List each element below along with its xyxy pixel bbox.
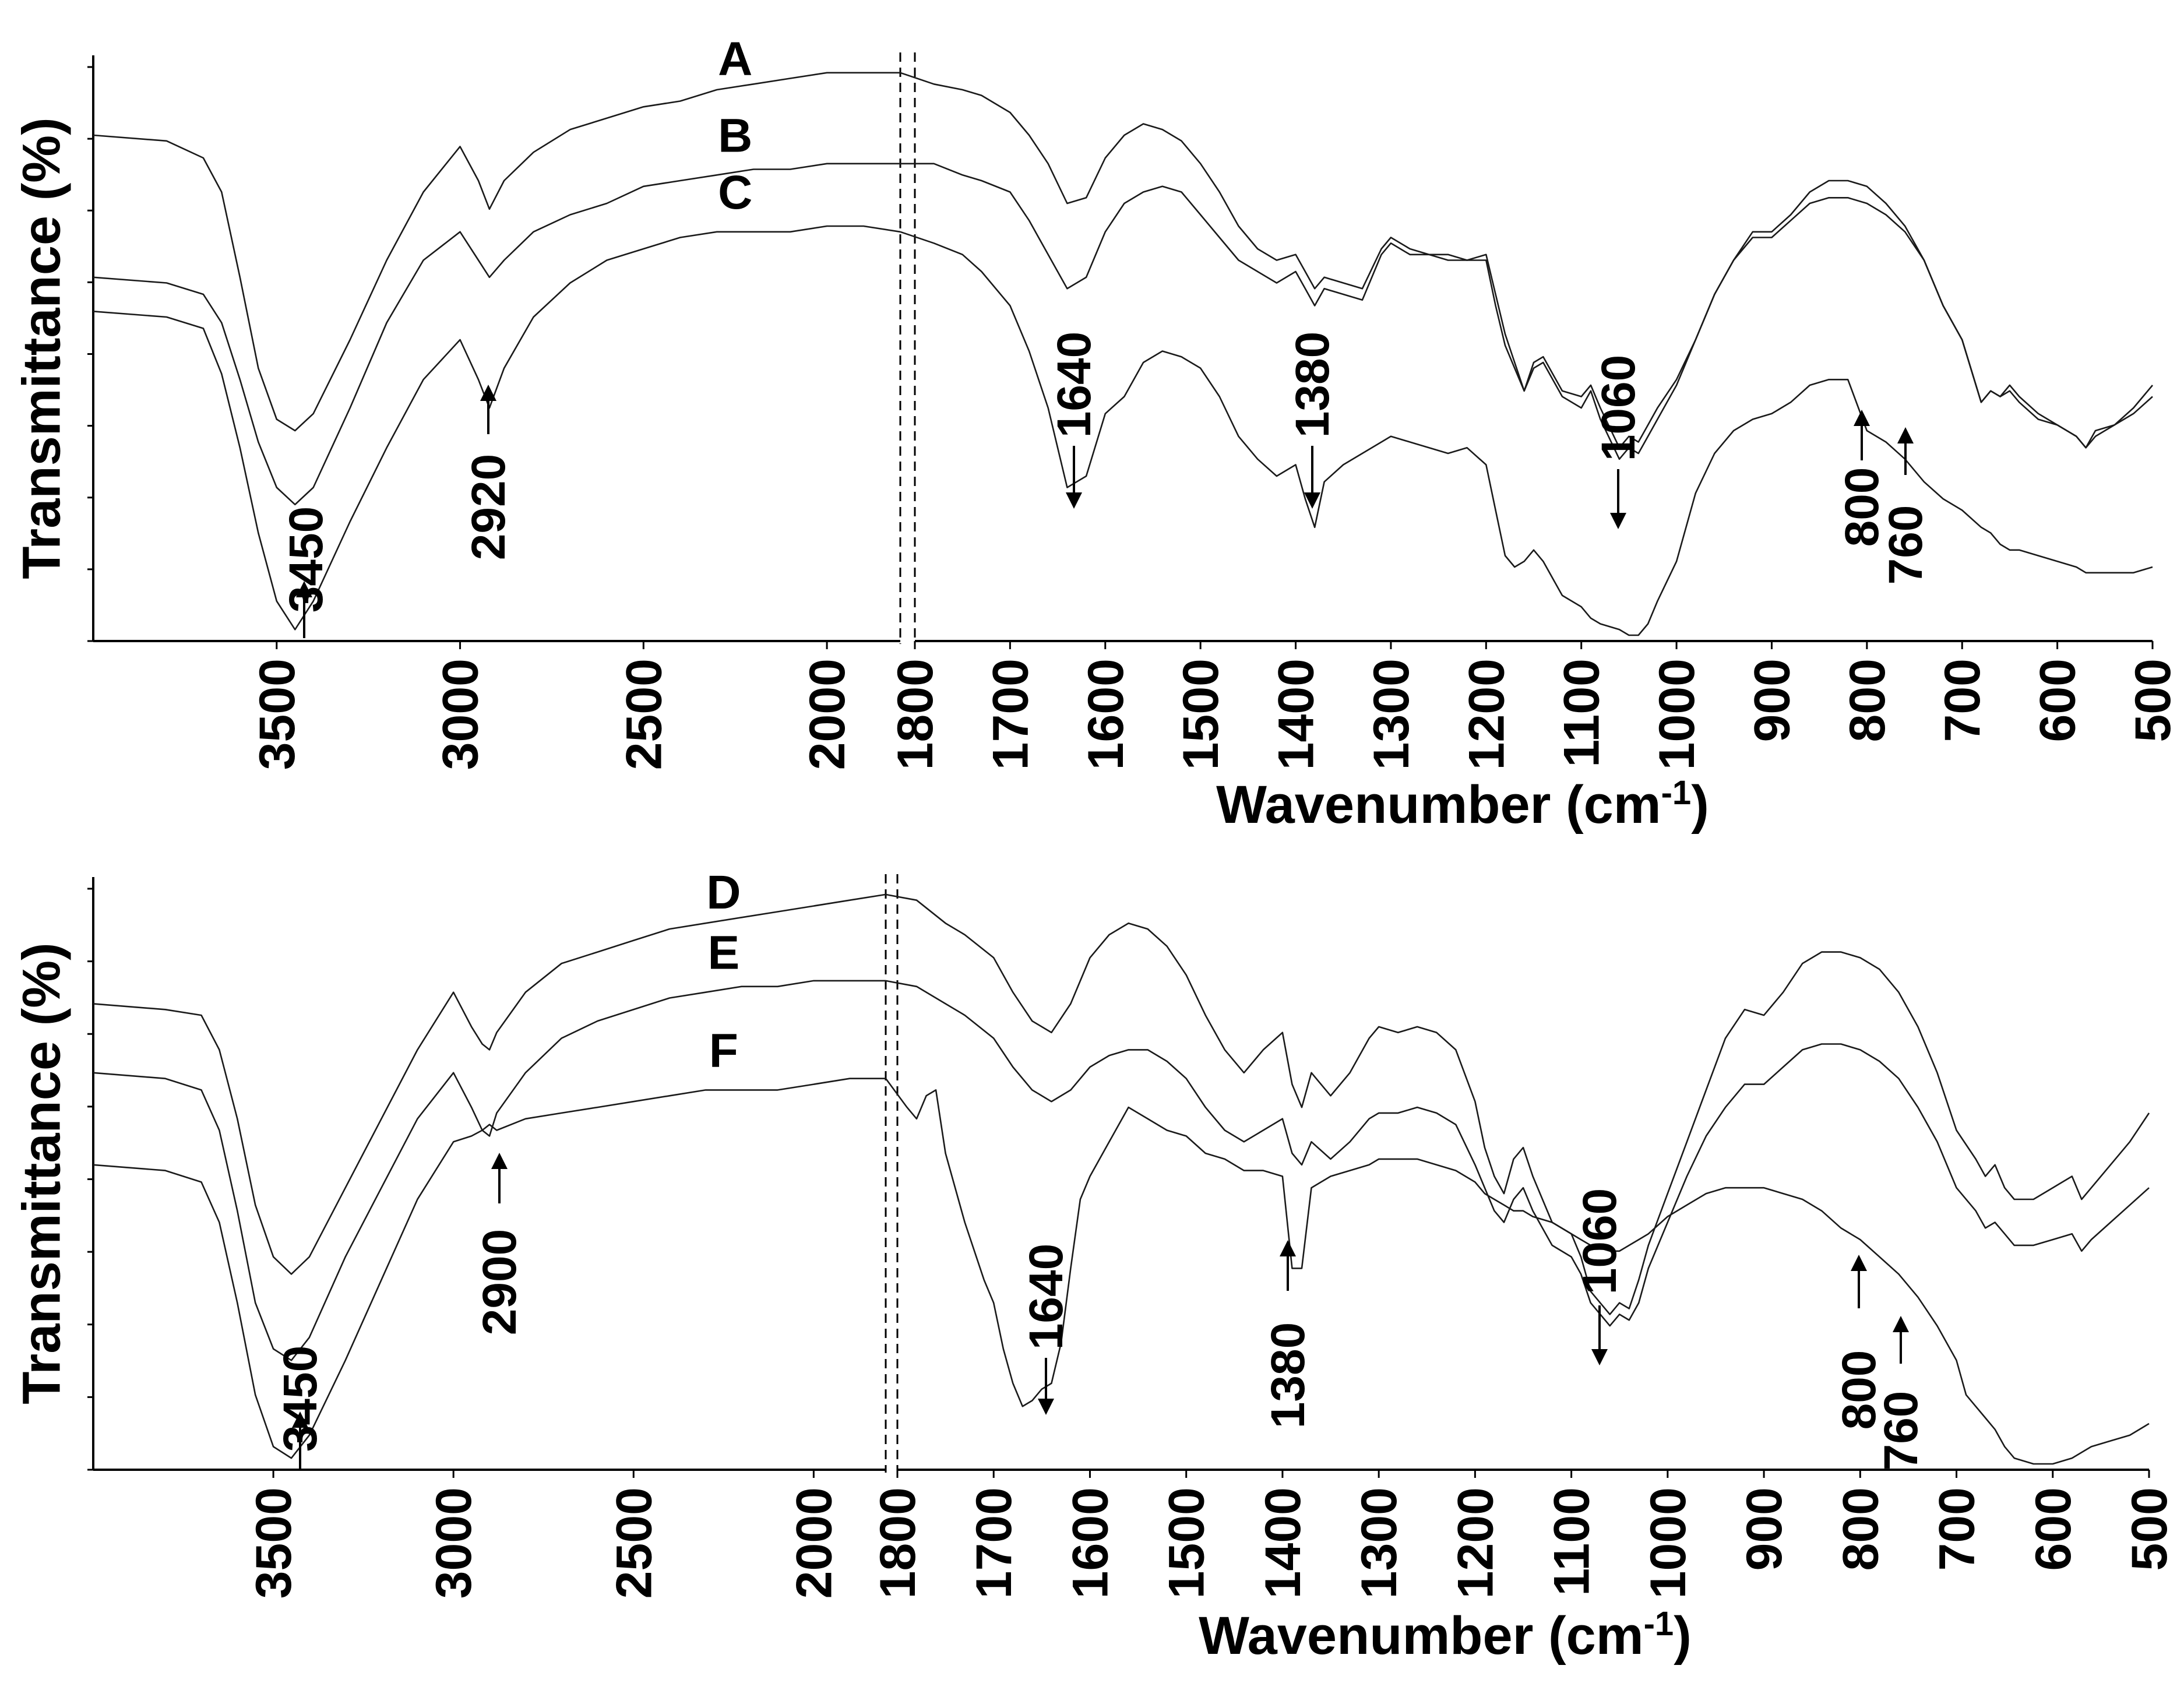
annotation-1380: 1380 (1286, 332, 1339, 438)
x-tick-label: 1200 (1459, 659, 1514, 770)
x-axis-title: Wavenumber (cm-1) (1216, 774, 1709, 835)
x-axis-title-main: Wavenumber (cm (1216, 775, 1661, 835)
x-tick-label: 900 (1736, 1487, 1792, 1571)
annotation-arrowhead-1060 (1610, 513, 1626, 529)
x-tick-label: 1500 (1173, 659, 1229, 770)
x-tick-label: 500 (2122, 1487, 2178, 1571)
annotation-arrowhead-1640 (1038, 1399, 1054, 1415)
annotation-arrowhead-1060 (1591, 1349, 1608, 1365)
series-label-B: B (718, 109, 752, 162)
x-tick-label: 1800 (887, 659, 943, 770)
x-axis-title-superscript: -1 (1644, 1605, 1674, 1643)
x-tick-label: 900 (1744, 659, 1800, 742)
annotation-arrowhead-1380 (1304, 492, 1320, 509)
x-tick-label: 2500 (606, 1487, 662, 1599)
x-tick-label: 1500 (1159, 1487, 1215, 1599)
series-label-F: F (709, 1024, 738, 1077)
annotation-2920: 2920 (462, 454, 515, 560)
annotation-2900: 2900 (473, 1229, 526, 1335)
x-axis-title-superscript: -1 (1661, 774, 1692, 812)
x-tick-label: 600 (2026, 1487, 2081, 1571)
x-tick-label: 1100 (1544, 1487, 1600, 1596)
series-line-E-left (93, 980, 886, 1361)
annotation-1060: 1060 (1592, 355, 1645, 461)
x-tick-label: 2500 (616, 659, 672, 770)
series-label-A: A (718, 33, 752, 86)
annotation-arrowhead-1380 (1280, 1240, 1296, 1256)
series-label-D: D (706, 866, 741, 919)
x-tick-label: 1800 (870, 1487, 926, 1599)
x-tick-label: 3000 (426, 1487, 482, 1599)
x-axis-title: Wavenumber (cm-1) (1199, 1605, 1692, 1666)
x-tick-label: 3500 (246, 1487, 302, 1599)
series-line-B-left (93, 163, 900, 506)
x-tick-label: 700 (1935, 659, 1991, 742)
x-tick-label: 600 (2030, 659, 2086, 742)
annotation-800: 800 (1836, 467, 1889, 547)
x-tick-label: 1200 (1447, 1487, 1503, 1599)
series-line-F-left (93, 1078, 886, 1459)
series-label-E: E (707, 927, 739, 980)
annotation-1380: 1380 (1262, 1322, 1315, 1428)
x-tick-label: 3500 (249, 659, 305, 770)
y-axis-title: Transmittance (%) (12, 942, 71, 1404)
x-tick-label: 1400 (1269, 659, 1325, 770)
annotation-arrowhead-800 (1851, 1255, 1867, 1271)
annotation-1060: 1060 (1573, 1188, 1626, 1294)
x-tick-label: 1700 (982, 659, 1038, 770)
panel-bottom: 3500 3000 2500 2000 1800 1700 1600 1500 1400 1300… (12, 866, 2178, 1666)
series-line-D-left (93, 893, 886, 1275)
annotation-1640: 1640 (1048, 332, 1101, 438)
panel-top: 3500 3000 2500 2000 1800 1700 1600 1500 1400 1300… (12, 33, 2181, 835)
x-tick-label: 1600 (1062, 1487, 1118, 1599)
x-tick-label: 500 (2125, 659, 2181, 742)
x-tick-label: 2000 (786, 1487, 842, 1599)
x-axis-title-main: Wavenumber (cm (1199, 1606, 1643, 1666)
series-line-C-right (900, 231, 2153, 636)
x-tick-label: 700 (1929, 1487, 1985, 1571)
annotation-arrowhead-800 (1854, 410, 1870, 426)
series-line-B-right (900, 163, 2153, 460)
x-tick-label: 3000 (433, 659, 489, 770)
annotation-arrowhead-2920 (480, 385, 496, 401)
series-line-E-right (885, 980, 2150, 1327)
annotation-arrowhead-760 (1897, 427, 1914, 443)
x-tick-label: 1700 (966, 1487, 1022, 1599)
series-line-D-right (885, 893, 2150, 1315)
series-line-C-left (93, 225, 901, 631)
series-label-C: C (718, 166, 752, 219)
x-tick-label: 1600 (1078, 659, 1134, 770)
annotation-800: 800 (1833, 1350, 1886, 1430)
annotation-1640: 1640 (1020, 1244, 1073, 1350)
annotation-760: 760 (1875, 1391, 1928, 1471)
annotation-arrowhead-1640 (1066, 492, 1082, 509)
x-tick-label: 800 (1840, 659, 1896, 742)
x-tick-label: 1400 (1255, 1487, 1311, 1599)
y-axis-title: Transmittance (%) (12, 117, 71, 579)
x-tick-label: 2000 (799, 659, 855, 770)
x-tick-label: 1300 (1351, 1487, 1407, 1599)
x-tick-label: 1000 (1640, 1487, 1696, 1599)
x-axis-title-close: ) (1691, 775, 1709, 835)
series-line-A-left (93, 72, 900, 432)
x-axis-title-close: ) (1674, 1606, 1692, 1666)
annotation-arrowhead-3450 (292, 1411, 308, 1428)
x-tick-label: 1300 (1364, 659, 1419, 770)
x-tick-label: 1100 (1554, 659, 1610, 767)
x-tick-label: 800 (1833, 1487, 1889, 1571)
annotation-arrowhead-760 (1893, 1316, 1909, 1332)
series-line-F-right (885, 1078, 2150, 1465)
x-tick-label: 1000 (1649, 659, 1705, 770)
annotation-760: 760 (1879, 505, 1932, 585)
annotation-arrowhead-3450 (296, 581, 312, 597)
annotation-arrowhead-2900 (491, 1153, 508, 1169)
